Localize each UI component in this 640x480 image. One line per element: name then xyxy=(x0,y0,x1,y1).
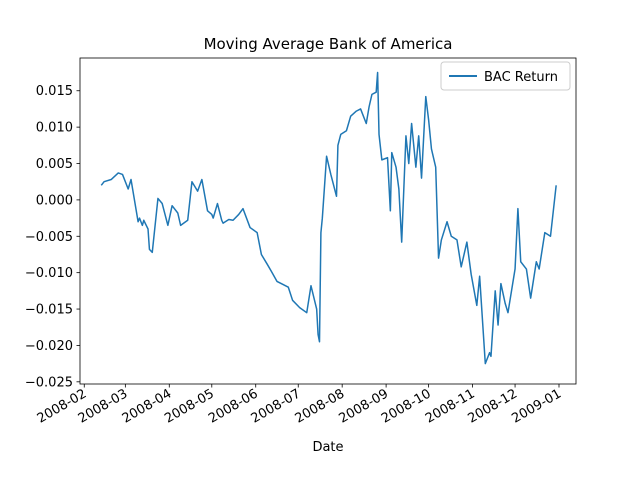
chart-title: Moving Average Bank of America xyxy=(204,35,453,53)
y-tick-label: −0.005 xyxy=(25,230,73,245)
y-axis: −0.025 −0.020 −0.015 −0.010 −0.005 0.000 0.005… xyxy=(25,84,80,390)
series-line-0 xyxy=(100,71,557,365)
legend: BAC Return xyxy=(440,61,571,91)
x-axis-label: Date xyxy=(312,440,343,455)
y-tick-label: −0.020 xyxy=(25,339,73,354)
y-tick-label: −0.025 xyxy=(25,375,73,390)
plot-area xyxy=(79,57,577,385)
y-tick-label: 0.005 xyxy=(36,157,73,172)
y-tick-label: 0.000 xyxy=(36,193,73,208)
legend-label-bac-return: BAC Return xyxy=(484,70,558,85)
y-tick-label: −0.010 xyxy=(25,266,73,281)
y-tick-label: 0.010 xyxy=(36,121,73,136)
legend-frame xyxy=(440,61,571,91)
axes-frame xyxy=(79,57,577,385)
y-tick-label: 0.015 xyxy=(36,84,73,99)
y-tick-label: −0.015 xyxy=(25,303,73,318)
